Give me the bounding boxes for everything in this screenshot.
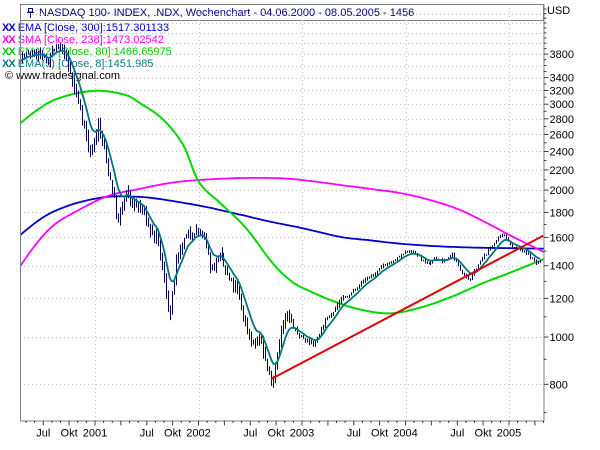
y-axis bbox=[543, 8, 549, 414]
y-axis-label: 1600 bbox=[550, 232, 574, 244]
y-axis-label: 1400 bbox=[550, 261, 574, 273]
series-ema8 bbox=[20, 49, 541, 366]
x-axis-label: Jul bbox=[450, 428, 464, 440]
y-axis-label: 2000 bbox=[550, 185, 574, 197]
legend-marker: XX bbox=[2, 34, 16, 46]
y-axis-label: 2600 bbox=[550, 130, 574, 142]
series-sma238 bbox=[20, 176, 544, 267]
y-axis-label: 1000 bbox=[550, 332, 574, 344]
x-axis-label: Jul bbox=[243, 428, 257, 440]
series-ema80 bbox=[20, 89, 544, 315]
legend-ema300: XX EMA [Close, 300]:1517.301133 bbox=[2, 22, 169, 34]
y-axis-label: 3400 bbox=[550, 73, 574, 85]
price-bars bbox=[20, 43, 541, 388]
y-axis-label: 3000 bbox=[550, 99, 574, 111]
x-axis-label: 2004 bbox=[393, 428, 417, 440]
legend-label: EMA(3) [Close, 8]:1451.985 bbox=[17, 58, 154, 70]
legend-label: SMA [Close, 238]:1473.02542 bbox=[17, 34, 164, 46]
x-axis-label: Jul bbox=[347, 428, 361, 440]
pin-icon bbox=[27, 7, 34, 18]
y-axis-label: 2800 bbox=[550, 114, 574, 126]
watermark-label: © www.tradesignal.com bbox=[5, 70, 121, 82]
x-axis-label: Okt bbox=[61, 428, 78, 440]
legend-marker: XX bbox=[2, 46, 16, 58]
series-trendline bbox=[270, 234, 544, 380]
y-axis-label: 800 bbox=[550, 379, 568, 391]
y-axis-label: 2400 bbox=[550, 147, 574, 159]
legend-marker: XX bbox=[2, 58, 16, 70]
x-axis-label: 2005 bbox=[497, 428, 521, 440]
x-axis-label: Jul bbox=[140, 428, 154, 440]
y-axis-label: 3200 bbox=[550, 86, 574, 98]
x-axis bbox=[25, 420, 544, 426]
chart-title: NASDAQ 100- INDEX, .NDX, Wochenchart - 0… bbox=[39, 6, 415, 19]
x-axis-label: Jul bbox=[36, 428, 50, 440]
series-ema300 bbox=[20, 195, 544, 250]
x-axis-label: Okt bbox=[475, 428, 492, 440]
legend-ema8: XX EMA(3) [Close, 8]:1451.985 bbox=[2, 58, 153, 70]
y-axis-label: 1800 bbox=[550, 207, 574, 219]
x-axis-label: 2002 bbox=[186, 428, 210, 440]
watermark-tradesignal: © www.tradesignal.com bbox=[2, 70, 120, 82]
legend-marker: XX bbox=[2, 22, 16, 34]
x-axis-label: 2001 bbox=[83, 428, 107, 440]
y-axis-label: 1200 bbox=[550, 293, 574, 305]
x-axis-label: 2003 bbox=[290, 428, 314, 440]
legend-sma238: XX SMA [Close, 238]:1473.02542 bbox=[2, 34, 164, 46]
y-axis-label: 3800 bbox=[550, 49, 574, 61]
x-axis-label: Okt bbox=[164, 428, 181, 440]
y-axis-label: 2200 bbox=[550, 165, 574, 177]
x-axis-label: Okt bbox=[371, 428, 388, 440]
gridlines bbox=[20, 4, 544, 421]
currency-label: USD bbox=[547, 5, 571, 17]
legend-label: EMA [Close, 300]:1517.301133 bbox=[17, 22, 170, 34]
x-axis-label: Okt bbox=[268, 428, 285, 440]
